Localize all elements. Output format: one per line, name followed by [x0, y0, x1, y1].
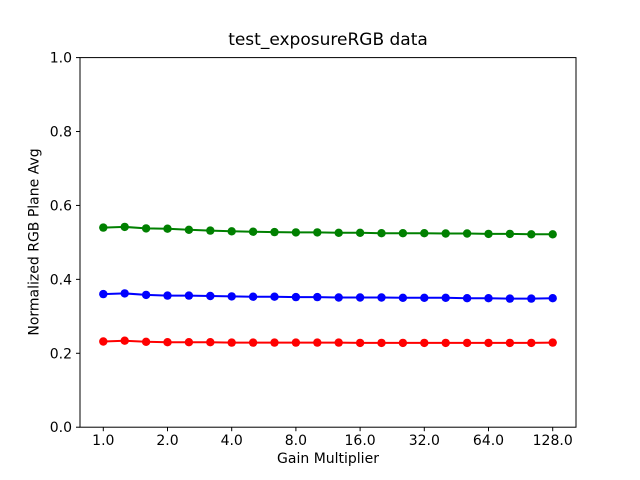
data-point-green-plane	[291, 228, 301, 237]
data-point-blue-plane	[398, 293, 408, 302]
series-line-green-plane	[103, 225, 553, 236]
data-point-red-plane	[184, 338, 194, 347]
data-point-blue-plane	[227, 292, 236, 301]
series-line-red-plane	[103, 339, 553, 344]
data-point-red-plane	[248, 338, 258, 347]
data-point-green-plane	[527, 230, 536, 239]
data-point-blue-plane	[441, 293, 450, 302]
data-point-red-plane	[313, 338, 322, 347]
data-point-blue-plane	[99, 289, 108, 299]
data-point-red-plane	[291, 338, 301, 347]
data-point-blue-plane	[527, 294, 536, 303]
data-point-blue-plane	[270, 292, 279, 301]
data-point-green-plane	[99, 223, 108, 232]
data-point-green-plane	[163, 224, 172, 233]
data-point-red-plane	[441, 338, 450, 348]
data-point-blue-plane	[141, 290, 151, 300]
data-point-blue-plane	[377, 293, 386, 302]
data-point-blue-plane	[484, 294, 493, 303]
y-tick-label: 0.2	[50, 346, 72, 362]
y-axis-label: Normalized RGB Plane Avg	[26, 148, 43, 336]
data-point-green-plane	[334, 228, 343, 237]
x-tick-label: 128.0	[533, 433, 573, 449]
data-point-red-plane	[141, 337, 151, 346]
data-point-red-plane	[484, 338, 493, 348]
data-point-blue-plane	[420, 293, 429, 302]
data-point-green-plane	[462, 229, 472, 238]
data-point-blue-plane	[355, 293, 365, 302]
data-point-blue-plane	[313, 292, 322, 302]
data-point-red-plane	[163, 338, 172, 347]
x-tick-label: 16.0	[345, 433, 376, 449]
x-tick-label: 64.0	[473, 433, 504, 449]
y-tick-label: 0.8	[50, 125, 72, 141]
data-point-green-plane	[377, 229, 386, 238]
data-point-blue-plane	[184, 291, 194, 300]
y-tick-label: 0.4	[50, 272, 72, 288]
chart-title: test_exposureRGB data	[228, 30, 428, 50]
x-tick-label: 4.0	[221, 433, 243, 449]
data-point-blue-plane	[548, 294, 557, 303]
data-point-green-plane	[398, 229, 408, 238]
data-point-red-plane	[355, 338, 365, 348]
data-point-blue-plane	[206, 291, 215, 301]
axes-frame	[79, 57, 577, 428]
x-tick-label: 1.0	[92, 433, 114, 449]
data-point-green-plane	[184, 225, 194, 234]
x-axis-label: Gain Multiplier	[277, 451, 379, 467]
data-point-green-plane	[141, 224, 151, 233]
y-tick-label: 1.0	[50, 51, 72, 67]
x-tick-label: 8.0	[285, 433, 307, 449]
data-point-green-plane	[484, 229, 493, 239]
data-point-green-plane	[355, 228, 365, 237]
data-point-red-plane	[206, 338, 215, 347]
data-point-red-plane	[120, 336, 129, 345]
data-point-green-plane	[420, 229, 429, 238]
y-tick-label: 0.0	[50, 420, 72, 436]
data-point-green-plane	[548, 230, 557, 239]
data-point-red-plane	[527, 338, 536, 348]
data-point-blue-plane	[248, 292, 258, 301]
data-point-red-plane	[334, 338, 343, 347]
data-point-red-plane	[505, 338, 515, 348]
data-point-green-plane	[505, 229, 515, 239]
data-point-blue-plane	[505, 294, 515, 303]
data-point-blue-plane	[120, 289, 129, 298]
data-point-green-plane	[206, 226, 215, 235]
data-point-green-plane	[248, 227, 258, 236]
data-point-blue-plane	[462, 294, 472, 303]
y-tick-label: 0.6	[50, 198, 72, 214]
data-point-green-plane	[120, 222, 129, 232]
data-point-red-plane	[462, 338, 472, 348]
data-point-red-plane	[270, 338, 279, 347]
data-point-red-plane	[398, 338, 408, 348]
data-point-green-plane	[270, 227, 279, 237]
data-point-green-plane	[227, 227, 236, 236]
data-point-green-plane	[313, 228, 322, 237]
data-point-blue-plane	[334, 293, 343, 302]
x-tick-label: 32.0	[409, 433, 440, 449]
data-point-red-plane	[227, 338, 236, 347]
data-point-blue-plane	[291, 292, 301, 302]
data-point-red-plane	[548, 338, 557, 347]
series-line-blue-plane	[103, 292, 553, 300]
data-point-red-plane	[99, 337, 108, 346]
x-tick-label: 2.0	[156, 433, 178, 449]
data-point-green-plane	[441, 229, 450, 238]
data-point-blue-plane	[163, 291, 172, 300]
data-point-red-plane	[420, 338, 429, 348]
data-point-red-plane	[377, 338, 386, 348]
